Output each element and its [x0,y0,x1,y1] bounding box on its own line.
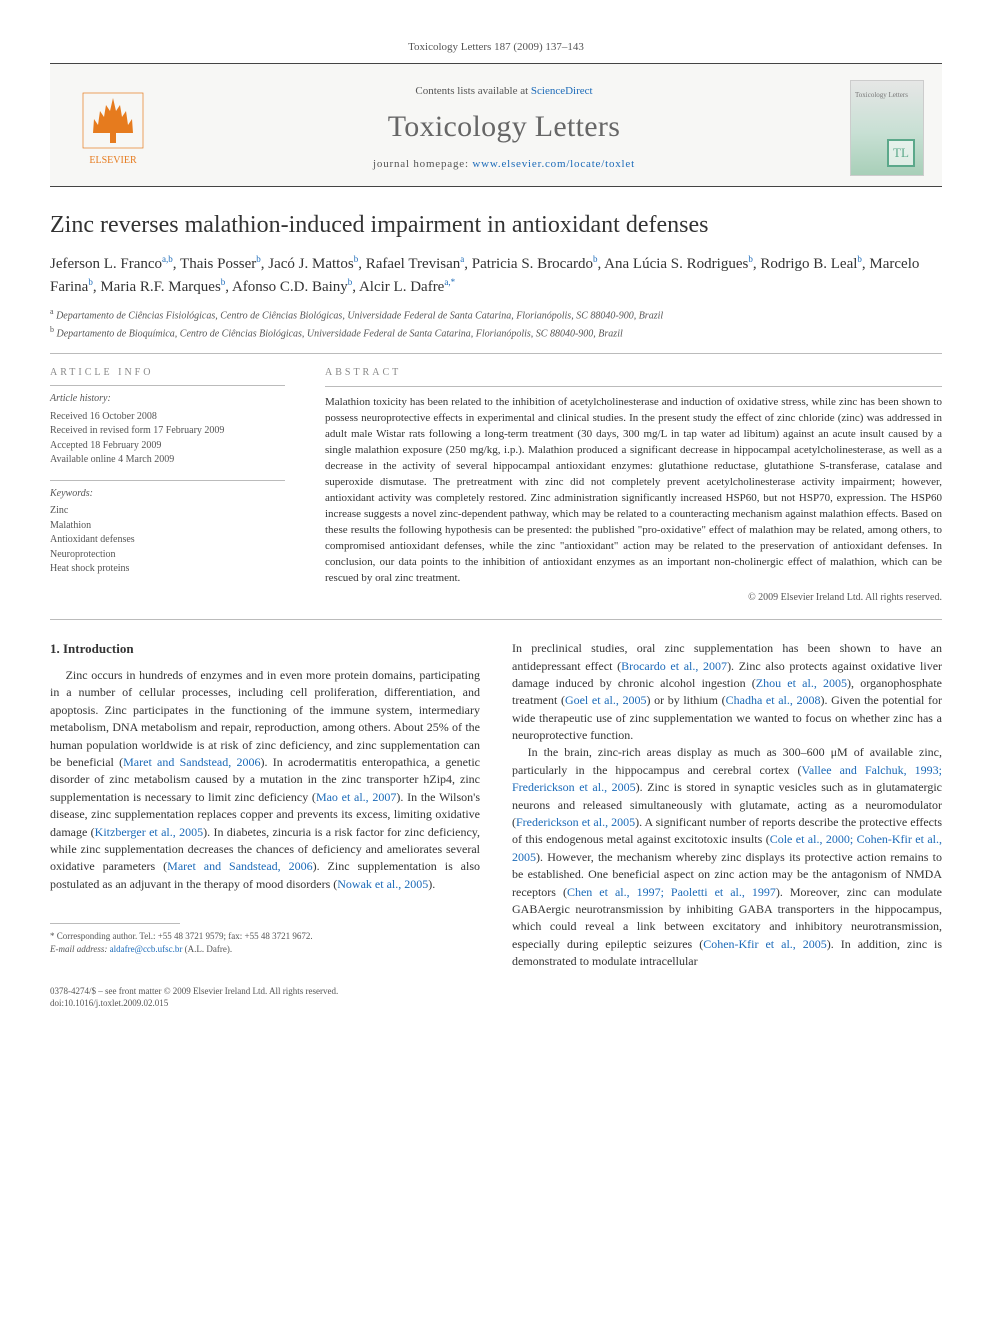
citation-link[interactable]: Mao et al., 2007 [316,790,396,804]
citation-link[interactable]: Nowak et al., 2005 [337,877,428,891]
body-left-column: 1. Introduction Zinc occurs in hundreds … [50,640,480,970]
citation-link[interactable]: Cohen-Kfir et al., 2005 [703,937,827,951]
history-item: Received 16 October 2008 [50,410,285,425]
history-item: Accepted 18 February 2009 [50,439,285,454]
contents-prefix: Contents lists available at [415,85,530,97]
section-heading: 1. Introduction [50,640,480,659]
bottom-meta: 0378-4274/$ – see front matter © 2009 El… [50,985,942,1010]
doi-line: doi:10.1016/j.toxlet.2009.02.015 [50,997,942,1010]
citation-link[interactable]: Frederickson et al., 2005 [516,815,635,829]
email-link[interactable]: aldafre@ccb.ufsc.br [110,944,183,954]
keyword-item: Antioxidant defenses [50,533,285,548]
corresponding-author-footnote: * Corresponding author. Tel.: +55 48 372… [50,930,480,955]
citation-link[interactable]: Maret and Sandstead, 2006 [123,755,260,769]
keyword-item: Heat shock proteins [50,562,285,577]
abstract-text: Malathion toxicity has been related to t… [325,395,942,586]
citation-link[interactable]: Maret and Sandstead, 2006 [167,859,312,873]
corr-author-line: * Corresponding author. Tel.: +55 48 372… [50,930,480,943]
abstract-heading: ABSTRACT [325,366,942,381]
journal-name: Toxicology Letters [178,107,830,148]
journal-cover-thumbnail: Toxicology Letters TL [850,80,924,176]
svg-text:ELSEVIER: ELSEVIER [89,155,137,166]
body-paragraph: In preclinical studies, oral zinc supple… [512,640,942,744]
history-label: Article history: [50,392,285,407]
cover-tl-icon: TL [887,139,915,167]
abstract-column: ABSTRACT Malathion toxicity has been rel… [325,366,942,605]
citation-link[interactable]: Zhou et al., 2005 [756,676,847,690]
citation-link[interactable]: Kitzberger et al., 2005 [95,825,203,839]
affiliations: a Departamento de Ciências Fisiológicas,… [50,306,942,341]
article-title: Zinc reverses malathion-induced impairme… [50,209,942,241]
issn-line: 0378-4274/$ – see front matter © 2009 El… [50,985,942,998]
contents-list-line: Contents lists available at ScienceDirec… [178,84,830,99]
homepage-prefix: journal homepage: [373,158,472,170]
cover-label: Toxicology Letters [855,91,919,100]
keyword-item: Zinc [50,504,285,519]
history-item: Available online 4 March 2009 [50,453,285,468]
journal-citation: Toxicology Letters 187 (2009) 137–143 [50,40,942,55]
body-paragraph: In the brain, zinc-rich areas display as… [512,744,942,970]
journal-homepage-line: journal homepage: www.elsevier.com/locat… [178,157,830,172]
elsevier-logo-icon: ELSEVIER [68,83,158,173]
divider [50,353,942,354]
homepage-link[interactable]: www.elsevier.com/locate/toxlet [472,158,635,170]
divider [50,619,942,620]
citation-link[interactable]: Chen et al., 1997; Paoletti et al., 1997 [567,885,776,899]
email-who: (A.L. Dafre). [182,944,232,954]
keyword-item: Neuroprotection [50,548,285,563]
article-history: Article history: Received 16 October 200… [50,392,285,468]
keywords-label: Keywords: [50,487,285,502]
sciencedirect-link[interactable]: ScienceDirect [531,85,593,97]
keywords-block: Keywords: Zinc Malathion Antioxidant def… [50,487,285,577]
body-right-column: In preclinical studies, oral zinc supple… [512,640,942,970]
author-list: Jeferson L. Francoa,b, Thais Posserb, Ja… [50,253,942,298]
corr-email-line: E-mail address: aldafre@ccb.ufsc.br (A.L… [50,943,480,956]
affiliation-b: b Departamento de Bioquímica, Centro de … [50,324,942,341]
keyword-item: Malathion [50,519,285,534]
article-info-heading: ARTICLE INFO [50,366,285,380]
citation-link[interactable]: Brocardo et al., 2007 [621,659,727,673]
affiliation-a: a Departamento de Ciências Fisiológicas,… [50,306,942,323]
body-paragraph: Zinc occurs in hundreds of enzymes and i… [50,667,480,893]
email-label: E-mail address: [50,944,110,954]
history-item: Received in revised form 17 February 200… [50,424,285,439]
citation-link[interactable]: Goel et al., 2005 [565,693,647,707]
journal-header: ELSEVIER Contents lists available at Sci… [50,63,942,187]
article-info-column: ARTICLE INFO Article history: Received 1… [50,366,285,605]
abstract-copyright: © 2009 Elsevier Ireland Ltd. All rights … [325,591,942,606]
body-columns: 1. Introduction Zinc occurs in hundreds … [50,640,942,970]
citation-link[interactable]: Chadha et al., 2008 [726,693,821,707]
footnote-divider [50,923,180,924]
